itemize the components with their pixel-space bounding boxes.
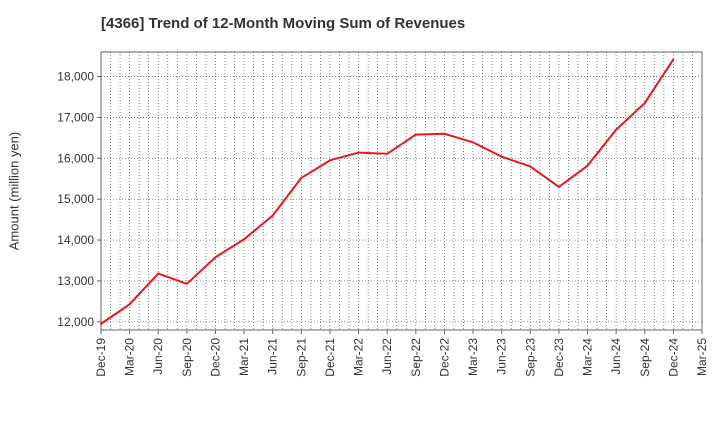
data-point xyxy=(672,58,675,61)
data-point xyxy=(128,303,131,306)
x-tick-label: Jun-22 xyxy=(380,338,394,375)
data-point xyxy=(328,159,331,162)
y-tick-label: 17,000 xyxy=(57,110,94,124)
x-tick-label: Mar-21 xyxy=(237,338,251,376)
data-point xyxy=(243,238,246,241)
data-point xyxy=(443,132,446,135)
data-point xyxy=(271,214,274,217)
x-tick-label: Mar-25 xyxy=(695,338,709,376)
data-point xyxy=(472,141,475,144)
x-tick-label: Dec-21 xyxy=(323,338,337,377)
x-tick-label: Sep-20 xyxy=(180,338,194,377)
x-tick-label: Jun-20 xyxy=(151,338,165,375)
y-tick-label: 12,000 xyxy=(57,315,94,329)
data-point xyxy=(157,272,160,275)
y-tick-label: 14,000 xyxy=(57,233,94,247)
x-tick-label: Jun-21 xyxy=(266,338,280,375)
x-tick-label: Dec-23 xyxy=(552,338,566,377)
data-point xyxy=(357,151,360,154)
x-tick-label: Mar-22 xyxy=(352,338,366,376)
y-tick-label: 13,000 xyxy=(57,274,94,288)
x-tick-label: Dec-24 xyxy=(666,338,680,377)
x-tick-label: Mar-23 xyxy=(466,338,480,376)
y-tick-label: 15,000 xyxy=(57,192,94,206)
data-point xyxy=(300,176,303,179)
x-tick-label: Sep-24 xyxy=(638,338,652,377)
data-point xyxy=(529,165,532,168)
data-point xyxy=(586,164,589,167)
data-point xyxy=(414,133,417,136)
grid-lines xyxy=(101,52,702,330)
x-tick-label: Sep-21 xyxy=(294,338,308,377)
series-layer xyxy=(100,58,675,325)
chart-title: [4366] Trend of 12-Month Moving Sum of R… xyxy=(101,15,466,32)
x-tick-label: Jun-24 xyxy=(609,338,623,375)
data-point xyxy=(643,102,646,105)
x-tick-label: Dec-20 xyxy=(208,338,222,377)
y-tick-label: 16,000 xyxy=(57,151,94,165)
y-tick-label: 18,000 xyxy=(57,70,94,84)
data-point xyxy=(185,282,188,285)
x-tick-label: Jun-23 xyxy=(495,338,509,375)
x-tick-label: Mar-24 xyxy=(581,338,595,376)
x-tick-label: Sep-22 xyxy=(409,338,423,377)
x-tick-label: Sep-23 xyxy=(523,338,537,377)
x-tick-label: Dec-19 xyxy=(94,338,108,377)
data-point xyxy=(386,152,389,155)
axis-labels: 12,000 13,000 14,000 15,000 16,000 17,000 18,0… xyxy=(57,70,709,377)
data-point xyxy=(615,128,618,131)
data-point xyxy=(100,322,102,325)
data-point xyxy=(214,256,217,259)
data-point xyxy=(557,185,560,188)
plot-area-frame xyxy=(100,51,703,331)
data-point xyxy=(500,155,503,158)
x-tick-label: Dec-22 xyxy=(437,338,451,377)
x-tick-label: Mar-20 xyxy=(123,338,137,376)
